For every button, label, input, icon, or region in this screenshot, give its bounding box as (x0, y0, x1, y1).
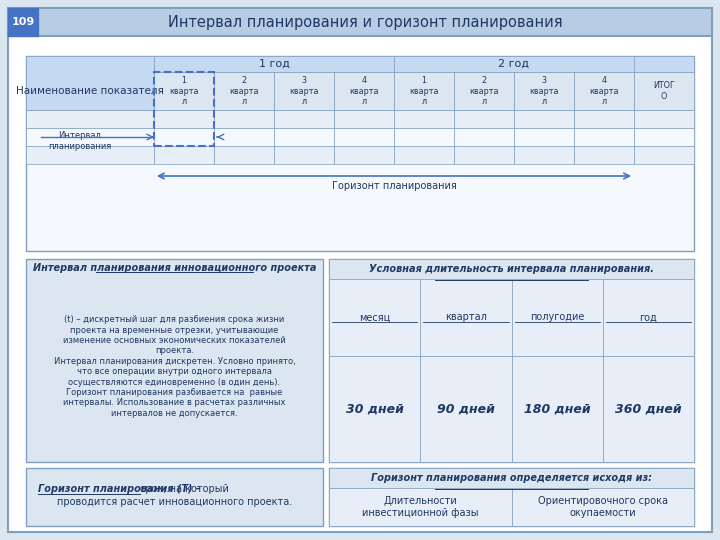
FancyBboxPatch shape (214, 72, 274, 110)
FancyBboxPatch shape (329, 488, 511, 526)
Text: Условная длительность интервала планирования.: Условная длительность интервала планиров… (369, 264, 654, 274)
FancyBboxPatch shape (329, 468, 694, 526)
Text: (t) – дискретный шаг для разбиения срока жизни
проекта на временные отрезки, учи: (t) – дискретный шаг для разбиения срока… (53, 315, 295, 418)
Text: Длительности
инвестиционной фазы: Длительности инвестиционной фазы (362, 496, 479, 518)
Text: полугодие: полугодие (530, 313, 585, 322)
FancyBboxPatch shape (454, 110, 514, 128)
FancyBboxPatch shape (26, 56, 694, 251)
Text: 1
кварта
л: 1 кварта л (169, 76, 199, 106)
FancyBboxPatch shape (634, 128, 694, 146)
FancyBboxPatch shape (329, 259, 694, 462)
FancyBboxPatch shape (634, 146, 694, 164)
Text: 90 дней: 90 дней (437, 402, 495, 415)
Text: Ориентировочного срока
окупаемости: Ориентировочного срока окупаемости (538, 496, 667, 518)
FancyBboxPatch shape (26, 110, 154, 128)
FancyBboxPatch shape (214, 110, 274, 128)
Text: 3
кварта
л: 3 кварта л (289, 76, 319, 106)
FancyBboxPatch shape (274, 128, 334, 146)
FancyBboxPatch shape (26, 72, 694, 110)
Text: 180 дней: 180 дней (524, 402, 590, 415)
FancyBboxPatch shape (274, 110, 334, 128)
Text: 2
кварта
л: 2 кварта л (469, 76, 499, 106)
FancyBboxPatch shape (26, 468, 323, 526)
FancyBboxPatch shape (420, 279, 511, 356)
FancyBboxPatch shape (514, 72, 574, 110)
FancyBboxPatch shape (511, 356, 603, 462)
Text: 2
кварта
л: 2 кварта л (229, 76, 258, 106)
FancyBboxPatch shape (154, 146, 214, 164)
FancyBboxPatch shape (329, 468, 694, 488)
FancyBboxPatch shape (574, 128, 634, 146)
FancyBboxPatch shape (394, 128, 454, 146)
FancyBboxPatch shape (26, 56, 154, 110)
FancyBboxPatch shape (334, 128, 394, 146)
FancyBboxPatch shape (274, 146, 334, 164)
Text: 1 год: 1 год (258, 59, 289, 69)
Text: Горизонт планирования (Т) –: Горизонт планирования (Т) – (38, 484, 204, 494)
FancyBboxPatch shape (394, 72, 454, 110)
FancyBboxPatch shape (214, 146, 274, 164)
FancyBboxPatch shape (574, 146, 634, 164)
FancyBboxPatch shape (8, 8, 712, 532)
Text: 360 дней: 360 дней (615, 402, 682, 415)
Text: 2 год: 2 год (498, 59, 529, 69)
FancyBboxPatch shape (394, 110, 454, 128)
FancyBboxPatch shape (154, 110, 214, 128)
Text: месяц: месяц (359, 313, 390, 322)
FancyBboxPatch shape (8, 8, 38, 36)
Text: квартал: квартал (445, 313, 487, 322)
Text: Интервал планирования инновационного проекта: Интервал планирования инновационного про… (32, 263, 316, 273)
Text: 1
кварта
л: 1 кварта л (409, 76, 438, 106)
FancyBboxPatch shape (634, 72, 694, 110)
FancyBboxPatch shape (454, 146, 514, 164)
Text: срок, на который: срок, на который (140, 484, 229, 494)
Text: Горизонт планирования: Горизонт планирования (332, 181, 456, 191)
FancyBboxPatch shape (420, 356, 511, 462)
FancyBboxPatch shape (26, 259, 323, 462)
Text: Интервал планирования и горизонт планирования: Интервал планирования и горизонт планиро… (168, 15, 562, 30)
FancyBboxPatch shape (603, 356, 694, 462)
FancyBboxPatch shape (274, 72, 334, 110)
FancyBboxPatch shape (154, 56, 394, 72)
Text: 109: 109 (12, 17, 35, 27)
Text: 30 дней: 30 дней (346, 402, 404, 415)
Text: Горизонт планирования определяется исходя из:: Горизонт планирования определяется исход… (371, 473, 652, 483)
FancyBboxPatch shape (574, 110, 634, 128)
FancyBboxPatch shape (334, 146, 394, 164)
Text: 4
кварта
л: 4 кварта л (349, 76, 379, 106)
FancyBboxPatch shape (329, 259, 694, 279)
FancyBboxPatch shape (26, 146, 154, 164)
FancyBboxPatch shape (514, 128, 574, 146)
FancyBboxPatch shape (329, 356, 420, 462)
FancyBboxPatch shape (26, 128, 154, 146)
FancyBboxPatch shape (514, 146, 574, 164)
Text: 4
кварта
л: 4 кварта л (589, 76, 618, 106)
FancyBboxPatch shape (511, 279, 603, 356)
FancyBboxPatch shape (26, 56, 694, 72)
FancyBboxPatch shape (154, 128, 214, 146)
FancyBboxPatch shape (214, 128, 274, 146)
FancyBboxPatch shape (8, 8, 712, 36)
Text: 3
кварта
л: 3 кварта л (529, 76, 559, 106)
FancyBboxPatch shape (634, 110, 694, 128)
FancyBboxPatch shape (511, 488, 694, 526)
FancyBboxPatch shape (334, 110, 394, 128)
FancyBboxPatch shape (603, 279, 694, 356)
FancyBboxPatch shape (574, 72, 634, 110)
Text: Интервал
планирования: Интервал планирования (48, 131, 112, 151)
FancyBboxPatch shape (394, 146, 454, 164)
Text: год: год (639, 313, 657, 322)
Text: Наименование показателя: Наименование показателя (16, 86, 164, 96)
FancyBboxPatch shape (514, 110, 574, 128)
FancyBboxPatch shape (154, 72, 214, 110)
FancyBboxPatch shape (334, 72, 394, 110)
FancyBboxPatch shape (454, 72, 514, 110)
FancyBboxPatch shape (329, 279, 420, 356)
Text: ИТОГ
О: ИТОГ О (653, 82, 675, 100)
FancyBboxPatch shape (454, 128, 514, 146)
Text: проводится расчет инновационного проекта.: проводится расчет инновационного проекта… (57, 497, 292, 507)
FancyBboxPatch shape (394, 56, 634, 72)
